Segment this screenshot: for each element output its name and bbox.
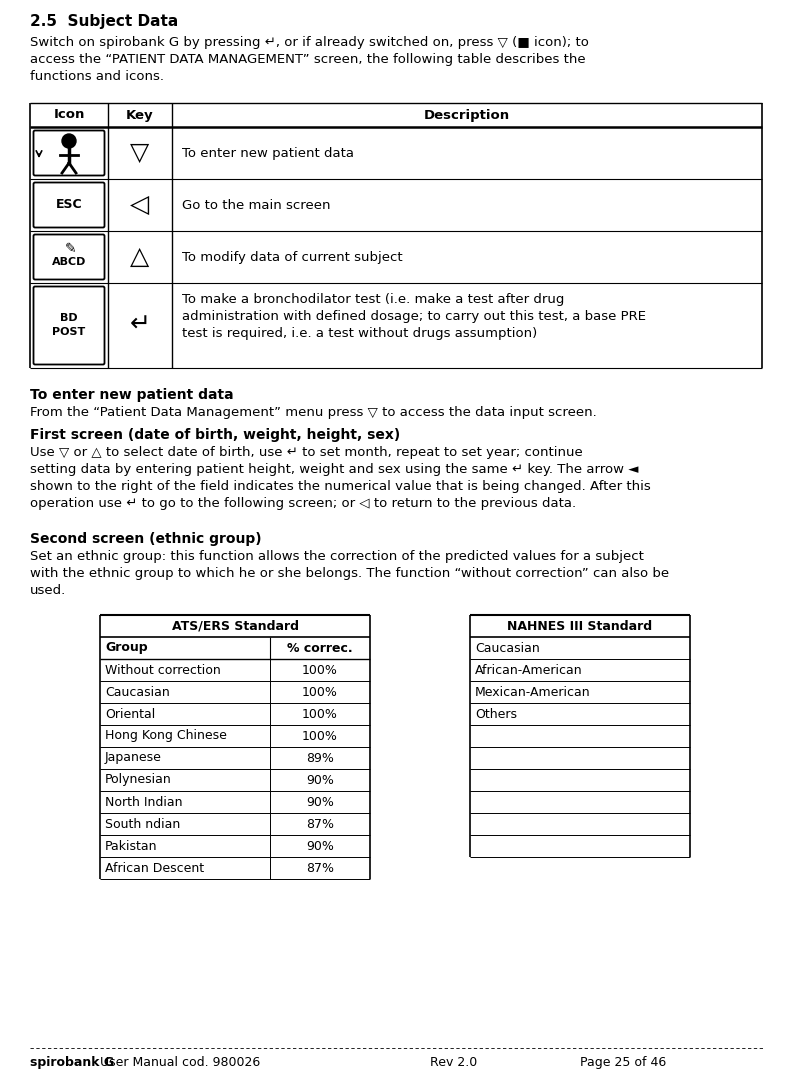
FancyBboxPatch shape	[33, 130, 104, 176]
Text: 100%: 100%	[302, 685, 338, 699]
Text: Rev 2.0: Rev 2.0	[430, 1057, 477, 1069]
Text: ▽: ▽	[130, 141, 149, 165]
Text: Caucasian: Caucasian	[105, 685, 170, 699]
Text: Japanese: Japanese	[105, 752, 162, 765]
Text: Polynesian: Polynesian	[105, 773, 172, 786]
Text: South ndian: South ndian	[105, 817, 180, 830]
Text: Group: Group	[105, 642, 148, 655]
Text: Caucasian: Caucasian	[475, 642, 540, 655]
Text: test is required, i.e. a test without drugs assumption): test is required, i.e. a test without dr…	[182, 327, 537, 340]
Text: 2.5  Subject Data: 2.5 Subject Data	[30, 14, 178, 29]
Text: First screen (date of birth, weight, height, sex): First screen (date of birth, weight, hei…	[30, 428, 400, 442]
Text: NAHNES III Standard: NAHNES III Standard	[507, 619, 653, 632]
Text: African Descent: African Descent	[105, 862, 204, 875]
Text: Mexican-American: Mexican-American	[475, 685, 591, 699]
Text: To make a bronchodilator test (i.e. make a test after drug: To make a bronchodilator test (i.e. make…	[182, 293, 564, 306]
Text: access the “PATIENT DATA MANAGEMENT” screen, the following table describes the: access the “PATIENT DATA MANAGEMENT” scr…	[30, 53, 586, 66]
Text: ESC: ESC	[56, 198, 83, 211]
Text: spirobank G: spirobank G	[30, 1057, 114, 1069]
Text: setting data by entering patient height, weight and sex using the same ↵ key. Th: setting data by entering patient height,…	[30, 463, 638, 476]
Text: 100%: 100%	[302, 729, 338, 742]
Text: Go to the main screen: Go to the main screen	[182, 199, 331, 212]
Text: Oriental: Oriental	[105, 708, 155, 721]
Text: Icon: Icon	[53, 109, 85, 122]
Text: 100%: 100%	[302, 708, 338, 721]
Text: with the ethnic group to which he or she belongs. The function “without correcti: with the ethnic group to which he or she…	[30, 567, 669, 581]
Text: ↵: ↵	[130, 313, 150, 337]
Text: Without correction: Without correction	[105, 663, 221, 676]
FancyBboxPatch shape	[33, 286, 104, 364]
Text: Description: Description	[424, 109, 510, 122]
Text: ABCD: ABCD	[52, 257, 86, 267]
Text: To enter new patient data: To enter new patient data	[30, 388, 234, 402]
Text: Page 25 of 46: Page 25 of 46	[580, 1057, 666, 1069]
FancyBboxPatch shape	[33, 235, 104, 280]
Circle shape	[62, 134, 76, 148]
Text: administration with defined dosage; to carry out this test, a base PRE: administration with defined dosage; to c…	[182, 310, 646, 323]
Text: ATS/ERS Standard: ATS/ERS Standard	[172, 619, 298, 632]
Text: Set an ethnic group: this function allows the correction of the predicted values: Set an ethnic group: this function allow…	[30, 550, 644, 563]
Text: ✎: ✎	[65, 242, 77, 256]
Text: Hong Kong Chinese: Hong Kong Chinese	[105, 729, 227, 742]
Text: operation use ↵ to go to the following screen; or ◁ to return to the previous da: operation use ↵ to go to the following s…	[30, 496, 576, 510]
Text: 90%: 90%	[306, 796, 334, 809]
Text: 90%: 90%	[306, 839, 334, 853]
Text: Key: Key	[126, 109, 153, 122]
Text: Others: Others	[475, 708, 517, 721]
FancyBboxPatch shape	[33, 182, 104, 227]
Text: 100%: 100%	[302, 663, 338, 676]
Text: 87%: 87%	[306, 862, 334, 875]
Text: POST: POST	[52, 327, 86, 337]
Text: BD: BD	[60, 313, 78, 323]
Text: North Indian: North Indian	[105, 796, 183, 809]
Text: User Manual cod. 980026: User Manual cod. 980026	[100, 1057, 260, 1069]
Text: To modify data of current subject: To modify data of current subject	[182, 251, 402, 264]
Text: Second screen (ethnic group): Second screen (ethnic group)	[30, 532, 262, 546]
Text: △: △	[130, 244, 149, 269]
Text: Switch on spirobank G by pressing ↵, or if already switched on, press ▽ (■ icon): Switch on spirobank G by pressing ↵, or …	[30, 36, 589, 48]
Text: Use ▽ or △ to select date of birth, use ↵ to set month, repeat to set year; cont: Use ▽ or △ to select date of birth, use …	[30, 446, 583, 459]
Text: % correc.: % correc.	[287, 642, 353, 655]
Text: 90%: 90%	[306, 773, 334, 786]
Text: Pakistan: Pakistan	[105, 839, 157, 853]
Text: used.: used.	[30, 584, 66, 597]
Text: From the “Patient Data Management” menu press ▽ to access the data input screen.: From the “Patient Data Management” menu …	[30, 406, 597, 419]
Text: 87%: 87%	[306, 817, 334, 830]
Text: shown to the right of the field indicates the numerical value that is being chan: shown to the right of the field indicate…	[30, 480, 651, 493]
Text: 89%: 89%	[306, 752, 334, 765]
Text: African-American: African-American	[475, 663, 583, 676]
Text: To enter new patient data: To enter new patient data	[182, 146, 354, 160]
Text: ◁: ◁	[130, 193, 149, 216]
Text: functions and icons.: functions and icons.	[30, 70, 164, 83]
